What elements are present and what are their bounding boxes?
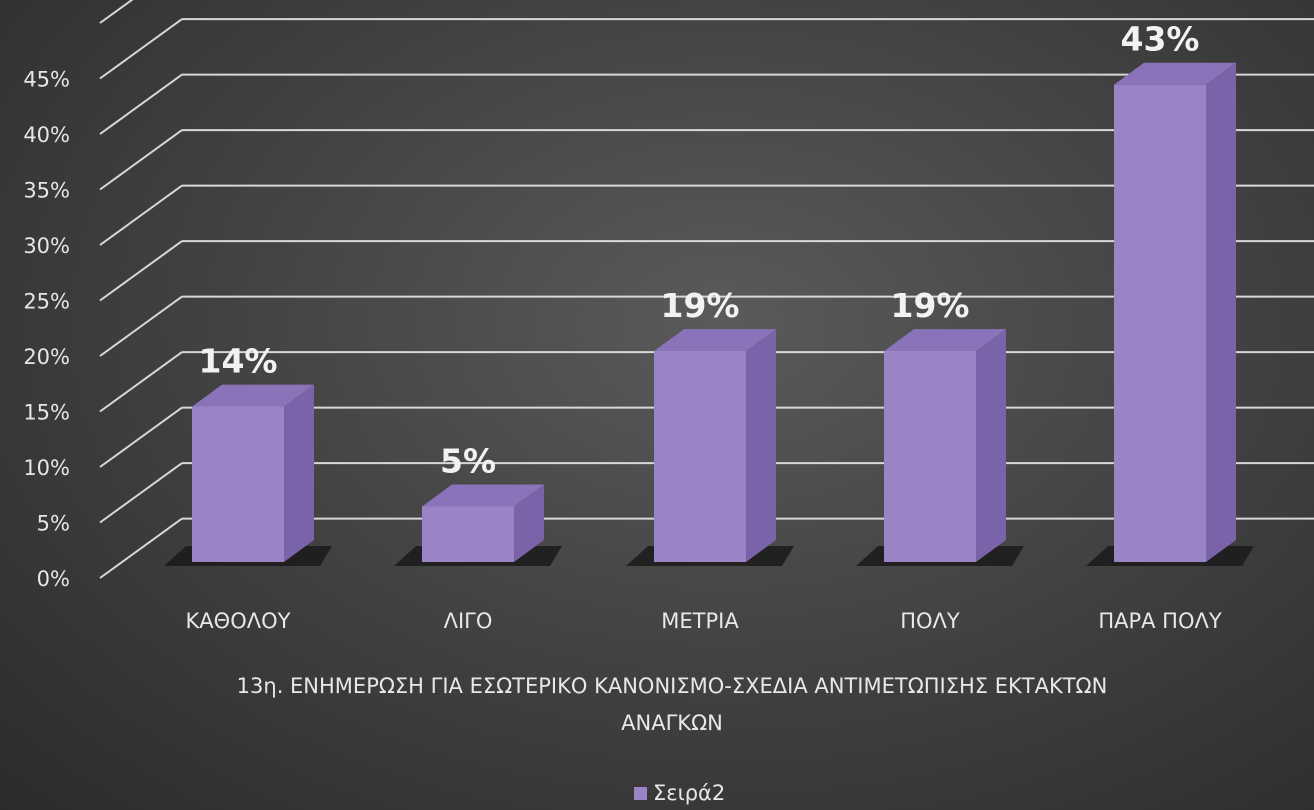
bar: [884, 351, 976, 562]
gridline-wall: [99, 406, 183, 468]
data-label: 5%: [440, 442, 496, 481]
gridline-wall: [99, 462, 183, 524]
gridline-wall: [99, 240, 183, 302]
y-tick-label: 30%: [23, 234, 70, 258]
legend-label: Σειρά2: [653, 781, 725, 805]
y-tick-label: 0%: [37, 567, 70, 591]
gridline-wall: [99, 184, 183, 246]
data-label: 19%: [661, 286, 740, 325]
bar-side: [1206, 62, 1236, 562]
bar: [1114, 84, 1206, 562]
bar-top: [884, 329, 1006, 352]
y-tick-label: 35%: [23, 179, 70, 203]
bar-top: [422, 484, 544, 507]
gridline-wall: [99, 0, 134, 24]
x-category-label: ΠΟΛΥ: [900, 609, 960, 633]
bar: [192, 406, 284, 562]
x-category-label: ΜΕΤΡΙΑ: [661, 609, 739, 633]
data-label: 43%: [1121, 20, 1200, 59]
gridline-wall: [99, 517, 183, 579]
y-tick-label: 5%: [37, 512, 70, 536]
x-category-label: ΛΙΓΟ: [444, 609, 493, 633]
y-tick-label: 40%: [23, 123, 70, 147]
x-category-label: ΚΑΘΟΛΟΥ: [186, 609, 291, 633]
bar: [422, 506, 514, 562]
bar-side: [284, 384, 314, 562]
gridline-wall: [99, 129, 183, 191]
legend: Σειρά2: [634, 781, 725, 805]
data-label: 14%: [199, 342, 278, 381]
legend-swatch: [634, 787, 647, 800]
data-label: 19%: [891, 286, 970, 325]
gridline-wall: [99, 73, 183, 135]
y-tick-label: 20%: [23, 345, 70, 369]
bar-side: [746, 329, 776, 562]
x-axis-categories: ΚΑΘΟΛΟΥ ΛΙΓΟ ΜΕΤΡΙΑ ΠΟΛΥ ΠΑΡΑ ΠΟΛΥ: [186, 609, 1222, 633]
data-labels: 14% 5% 19% 19% 43%: [199, 20, 1200, 481]
x-axis-title-line-1: 13η. ΕΝΗΜΕΡΩΣΗ ΓΙΑ ΕΣΩΤΕΡΙΚΟ ΚΑΝΟΝΙΣΜΟ-Σ…: [237, 674, 1108, 698]
gridline-wall: [99, 18, 183, 80]
x-category-label: ΠΑΡΑ ΠΟΛΥ: [1098, 609, 1222, 633]
y-tick-label: 15%: [23, 401, 70, 425]
bars: [192, 62, 1236, 562]
y-tick-label: 10%: [23, 456, 70, 480]
bar: [654, 351, 746, 562]
y-tick-label: 45%: [23, 68, 70, 92]
gridline-wall: [99, 295, 183, 357]
bar-side: [976, 329, 1006, 562]
y-tick-label: 25%: [23, 290, 70, 314]
bar-top: [654, 329, 776, 352]
bar-top: [1114, 62, 1236, 85]
bar-side: [514, 484, 544, 562]
bar-top: [192, 384, 314, 407]
gridline-wall: [99, 351, 183, 413]
y-axis-ticks: 0% 5% 10% 15% 20% 25% 30% 35% 40% 45%: [23, 68, 70, 592]
x-axis-title-line-2: ΑΝΑΓΚΩΝ: [621, 711, 723, 735]
